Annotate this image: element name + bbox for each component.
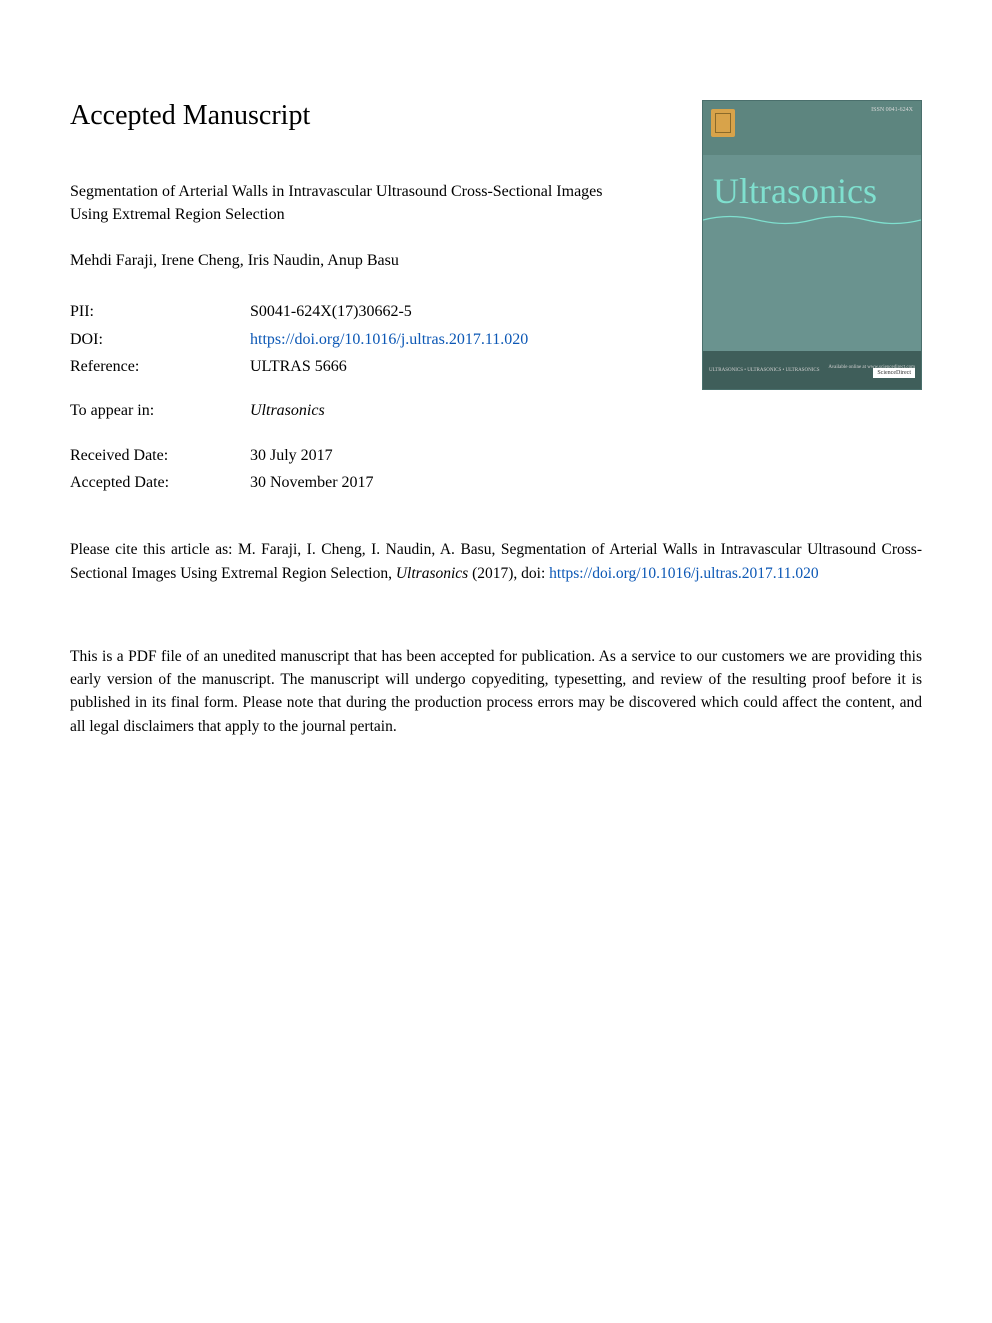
received-label: Received Date: bbox=[70, 442, 250, 469]
citation-paragraph: Please cite this article as: M. Faraji, … bbox=[70, 538, 922, 585]
to-appear-label: To appear in: bbox=[70, 402, 250, 420]
accepted-value: 30 November 2017 bbox=[250, 469, 374, 496]
citation-mid: (2017), doi: bbox=[468, 565, 549, 582]
meta-row-accepted: Accepted Date: 30 November 2017 bbox=[70, 469, 922, 496]
cover-issue-text: ISSN 0041-624X bbox=[871, 107, 913, 113]
journal-cover-thumbnail: ISSN 0041-624X Ultrasonics ULTRASONICS •… bbox=[702, 100, 922, 390]
doi-label: DOI: bbox=[70, 326, 250, 353]
reference-label: Reference: bbox=[70, 353, 250, 380]
to-appear-block: To appear in: Ultrasonics bbox=[70, 402, 922, 420]
cover-bottom-bar: ULTRASONICS • ULTRASONICS • ULTRASONICS … bbox=[703, 351, 921, 389]
citation-journal: Ultrasonics bbox=[396, 565, 468, 582]
meta-row-received: Received Date: 30 July 2017 bbox=[70, 442, 922, 469]
elsevier-logo-icon bbox=[711, 109, 735, 137]
to-appear-journal: Ultrasonics bbox=[250, 402, 325, 420]
article-title: Segmentation of Arterial Walls in Intrav… bbox=[70, 180, 630, 226]
citation-doi-link[interactable]: https://doi.org/10.1016/j.ultras.2017.11… bbox=[549, 565, 819, 582]
pii-label: PII: bbox=[70, 298, 250, 325]
cover-wave-icon bbox=[703, 213, 921, 227]
pii-value: S0041-624X(17)30662-5 bbox=[250, 298, 412, 325]
dates-block: Received Date: 30 July 2017 Accepted Dat… bbox=[70, 442, 922, 496]
disclaimer-paragraph: This is a PDF file of an unedited manusc… bbox=[70, 645, 922, 738]
doi-link[interactable]: https://doi.org/10.1016/j.ultras.2017.11… bbox=[250, 326, 528, 353]
cover-journal-title: Ultrasonics bbox=[703, 155, 921, 209]
cover-top-bar: ISSN 0041-624X bbox=[703, 101, 921, 155]
accepted-label: Accepted Date: bbox=[70, 469, 250, 496]
cover-bottom-left: ULTRASONICS • ULTRASONICS • ULTRASONICS bbox=[709, 368, 819, 373]
received-value: 30 July 2017 bbox=[250, 442, 333, 469]
reference-value: ULTRAS 5666 bbox=[250, 353, 347, 380]
sciencedirect-badge: ScienceDirect bbox=[873, 368, 915, 378]
